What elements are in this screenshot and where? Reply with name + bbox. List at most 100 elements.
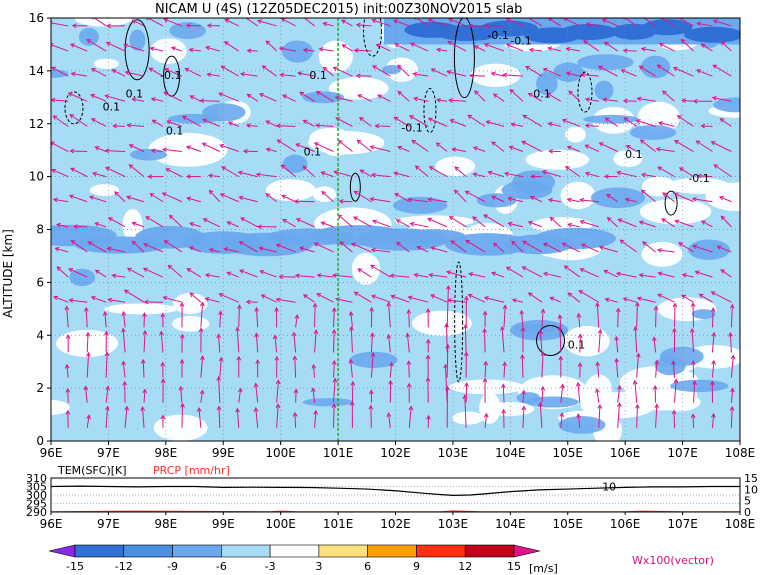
wind-vector <box>634 326 638 353</box>
wind-vector-head <box>216 376 222 381</box>
wind-vector <box>528 292 543 303</box>
colorbar-swatch <box>367 544 417 558</box>
wind-vector-head <box>313 329 319 335</box>
wind-vector <box>323 22 334 27</box>
wind-vector <box>314 142 334 152</box>
shade-white <box>619 365 700 399</box>
shade-mid <box>129 148 168 161</box>
wind-vector-head <box>700 220 706 225</box>
wind-vector <box>491 195 505 203</box>
wind-vector-head <box>181 116 187 121</box>
wind-vector <box>616 272 637 278</box>
wind-vector-head <box>90 118 96 123</box>
wind-vector <box>316 293 334 303</box>
wind-vector <box>295 143 315 152</box>
wind-vector-head <box>189 246 194 251</box>
wind-vector-head <box>106 23 111 29</box>
wind-vector-head <box>348 310 354 316</box>
wind-vector <box>86 332 89 353</box>
wind-vector-head <box>299 91 305 97</box>
wind-vector <box>641 173 656 178</box>
wind-vector-head <box>654 359 660 365</box>
wind-vector-head <box>302 294 308 299</box>
wind-vector-head <box>257 224 262 230</box>
wind-vector-head <box>425 308 431 313</box>
wind-vector <box>720 269 732 278</box>
wind-vector-head <box>449 118 455 124</box>
wind-vector <box>431 246 448 253</box>
wind-vector-head <box>640 189 646 195</box>
wind-vector-head <box>111 69 117 74</box>
wind-vector <box>682 274 694 278</box>
wind-shading <box>51 18 740 441</box>
x-axis-ticks: 96E 97E 98E 99E 100E 101E 102E 103E 104E 105E 106E… <box>40 441 755 460</box>
wind-vector <box>568 90 581 102</box>
wind-vector <box>623 297 637 303</box>
colorbar-swatch <box>318 544 368 558</box>
shade-white <box>351 252 381 285</box>
wind-vector-head <box>566 145 572 151</box>
wind-vector-head <box>519 309 525 315</box>
wind-vector-head <box>206 72 212 78</box>
wind-vector-head <box>511 240 517 246</box>
wind-vector-head <box>163 240 169 245</box>
wind-vector-head <box>332 377 338 383</box>
wind-vector <box>85 307 88 328</box>
wind-vector-head <box>104 148 110 154</box>
wind-vector-head <box>671 360 676 365</box>
surface-x-tick-label: 105E <box>553 517 584 531</box>
wind-vector-head <box>83 385 89 391</box>
wind-vector <box>255 307 259 328</box>
contour-label: 0.1 <box>568 338 586 351</box>
wind-vector-head <box>577 362 583 367</box>
wind-vector-head <box>634 301 640 307</box>
wind-vector <box>240 217 258 228</box>
wind-vector-head <box>145 18 149 21</box>
wind-vector-head <box>425 338 431 344</box>
wind-vector <box>274 335 278 353</box>
wind-vector <box>450 240 467 253</box>
wind-vector-head <box>540 308 546 314</box>
temp-tick-label: 290 <box>26 506 47 519</box>
wind-vector-head <box>311 363 317 369</box>
wind-vector <box>132 222 145 228</box>
colorbar-tick-label: 9 <box>413 560 420 573</box>
wind-vector-head <box>293 388 299 394</box>
wind-vector <box>295 389 297 403</box>
curve-label: 10 <box>602 481 616 494</box>
wind-vector-head <box>680 38 686 44</box>
wind-vector <box>376 44 391 52</box>
wind-vector-head <box>142 267 148 272</box>
wind-vector <box>282 219 296 228</box>
wind-vector-head <box>90 68 96 73</box>
wind-vector <box>603 98 618 102</box>
wind-vector-head <box>635 403 640 409</box>
wind-vector-head <box>538 401 543 407</box>
wind-vector <box>377 94 391 102</box>
wind-vector-head <box>142 329 148 335</box>
wind-vector-head <box>369 306 375 312</box>
wind-vector-head <box>483 295 489 301</box>
wind-vector <box>85 386 88 403</box>
wind-vector <box>143 313 146 328</box>
wind-vector-head <box>265 120 271 125</box>
wind-vector <box>623 117 637 127</box>
wind-vector-head <box>405 332 411 338</box>
wind-vector-head <box>282 218 288 224</box>
x-tick-label: 96E <box>40 446 63 460</box>
wind-vector-head <box>430 246 436 251</box>
wind-vector <box>338 214 353 228</box>
wind-vector-head <box>370 247 376 253</box>
x-tick-label: 105E <box>553 446 584 460</box>
wind-vector-head <box>427 18 433 23</box>
contour-label: 0.1 <box>103 101 121 114</box>
wind-vector <box>730 355 734 378</box>
wind-vector-head <box>509 88 515 94</box>
shade-white <box>452 411 484 425</box>
colorbar-tick-label: 12 <box>458 560 472 573</box>
wind-vector-head <box>121 360 126 366</box>
wind-vector <box>673 410 676 428</box>
wind-vector <box>91 118 107 127</box>
wind-vector-head <box>394 43 400 48</box>
wind-vector <box>294 356 297 378</box>
